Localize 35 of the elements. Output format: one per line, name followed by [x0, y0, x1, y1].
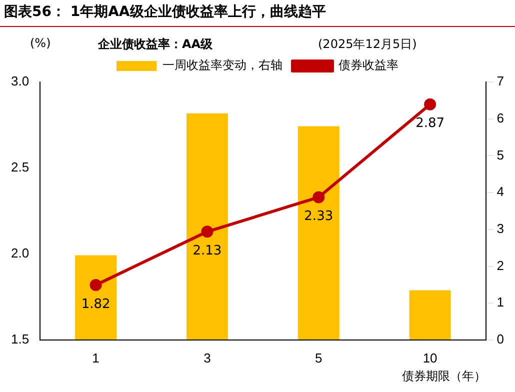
data-label: 2.13: [192, 244, 222, 259]
x-tick-label: 5: [315, 350, 322, 366]
y2-tick-label: 4: [496, 184, 504, 200]
y-axis-title: (%): [30, 36, 51, 50]
legend-label: 一周收益率变动，右轴: [162, 58, 282, 72]
bar: [186, 113, 228, 340]
y-tick-label: 2.0: [10, 246, 30, 261]
bar: [75, 255, 117, 340]
y2-tick-label: 3: [496, 221, 504, 236]
y2-tick-label: 5: [496, 147, 504, 162]
point: [424, 98, 436, 110]
y2-tick-label: 2: [496, 258, 504, 273]
chart-title: 图表56： 1年期AA级企业债收益率上行，曲线趋平: [4, 3, 326, 21]
point: [90, 278, 102, 291]
x-tick-label: 10: [422, 350, 438, 366]
bar: [298, 126, 340, 340]
data-label: 1.82: [81, 296, 110, 312]
x-tick-label: 3: [204, 350, 211, 366]
x-axis-title: 债券期限（年）: [402, 369, 486, 384]
y2-tick-label: 7: [496, 74, 504, 89]
y-tick-label: 3.0: [10, 74, 30, 89]
y-tick-label: 1.5: [10, 332, 30, 347]
point: [201, 226, 214, 238]
point: [312, 191, 325, 204]
y2-tick-label: 1: [496, 294, 504, 310]
data-label: 2.87: [416, 116, 445, 132]
legend-label: 债券收益率: [338, 58, 398, 72]
text: (2025年12月5日): [318, 36, 417, 53]
bar: [409, 290, 451, 340]
chart-subtitle: 企业债收益率：AA级: [98, 36, 213, 53]
data-label: 2.33: [304, 209, 334, 224]
x-tick-label: 1: [92, 350, 100, 366]
y2-tick-label: 6: [496, 110, 504, 126]
y2-tick-label: 0: [496, 332, 504, 347]
y-tick-label: 2.5: [10, 160, 30, 175]
